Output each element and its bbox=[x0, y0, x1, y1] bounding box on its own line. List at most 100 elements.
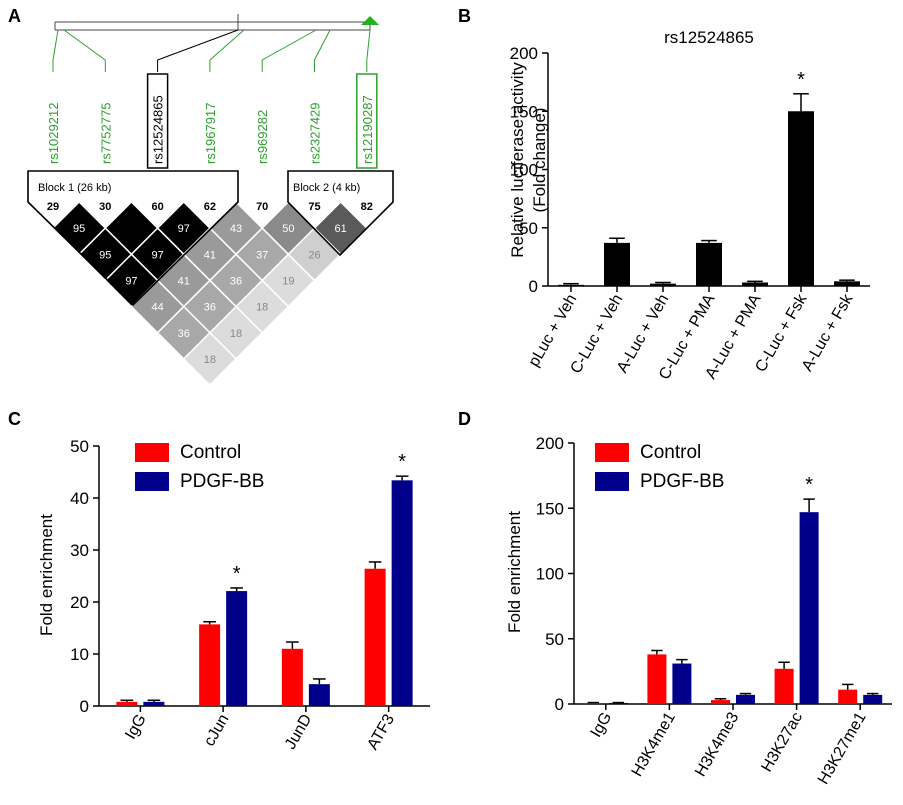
ld-value: 36 bbox=[178, 328, 190, 340]
snp-label: rs7752775 bbox=[98, 103, 113, 164]
bar bbox=[391, 480, 413, 706]
y-tick-label: 10 bbox=[70, 645, 89, 664]
snp-label: rs969282 bbox=[255, 110, 270, 164]
y-tick-label: 150 bbox=[510, 102, 538, 121]
snp-connector bbox=[261, 29, 317, 61]
snp-label: rs1029212 bbox=[46, 103, 61, 164]
legend-swatch bbox=[135, 443, 169, 462]
ld-value: 26 bbox=[308, 249, 320, 261]
ld-value: 18 bbox=[204, 354, 216, 366]
snp-label: rs1967917 bbox=[203, 103, 218, 164]
snp-connector bbox=[157, 29, 239, 61]
legend-label: PDGF-BB bbox=[180, 471, 264, 492]
bar bbox=[647, 654, 667, 704]
bar bbox=[608, 702, 628, 704]
maf-value: 82 bbox=[361, 201, 373, 213]
y-axis-label: Relative luciferase activity bbox=[508, 62, 527, 258]
bar bbox=[788, 111, 814, 286]
bar bbox=[558, 284, 584, 286]
maf-value: 75 bbox=[308, 201, 320, 213]
legend-swatch bbox=[595, 472, 629, 491]
bar bbox=[281, 648, 303, 706]
maf-value: 29 bbox=[47, 201, 59, 213]
significance-marker: * bbox=[398, 451, 406, 473]
chart-c: 0 10 20 30 40 50 Fold enrichment IgG * cJun JunD * A… bbox=[37, 437, 430, 753]
y-tick-label: 100 bbox=[510, 161, 538, 180]
ld-value: 18 bbox=[256, 302, 268, 314]
ld-value: 97 bbox=[151, 249, 163, 261]
y-tick-label: 20 bbox=[70, 593, 89, 612]
x-tick-label: H3K27ac bbox=[758, 710, 806, 776]
panel-label-b: B bbox=[458, 6, 471, 26]
y-tick-label: 200 bbox=[536, 434, 564, 453]
snp-label: rs12190287 bbox=[360, 95, 375, 164]
y-tick-label: 200 bbox=[510, 44, 538, 63]
legend-label: Control bbox=[180, 442, 241, 463]
bar bbox=[711, 700, 730, 704]
y-tick-label: 150 bbox=[536, 499, 564, 518]
chart-d: 0 50 100 150 200 Fold enrichment IgG H3K4me1 H3K… bbox=[505, 434, 892, 787]
ld-value: 95 bbox=[73, 223, 85, 235]
ld-value: 41 bbox=[178, 275, 190, 287]
significance-marker: * bbox=[233, 563, 241, 585]
ld-value: 36 bbox=[230, 275, 242, 287]
snp-connector bbox=[314, 29, 331, 61]
snp-connector bbox=[63, 29, 106, 61]
ld-value: 19 bbox=[282, 275, 294, 287]
bar bbox=[838, 689, 858, 704]
ld-value: 43 bbox=[230, 223, 242, 235]
bar bbox=[226, 591, 248, 706]
bar bbox=[308, 684, 330, 706]
ld-cell bbox=[182, 331, 238, 387]
ld-value: 44 bbox=[151, 302, 163, 314]
snp-connector bbox=[209, 29, 245, 61]
significance-marker: * bbox=[805, 474, 813, 496]
panel-label-d: D bbox=[458, 409, 471, 429]
ld-plot: rs1029212 rs7752775 rs12524865 rs1967917 rs9… bbox=[27, 14, 394, 387]
bar bbox=[736, 694, 755, 704]
bar bbox=[742, 282, 768, 286]
ld-value: 61 bbox=[335, 223, 347, 235]
ld-value: 36 bbox=[204, 302, 216, 314]
y-tick-label: 50 bbox=[519, 219, 538, 238]
y-tick-label: 50 bbox=[70, 437, 89, 456]
legend-swatch bbox=[135, 472, 169, 491]
panel-label-c: C bbox=[8, 409, 21, 429]
ld-value: 97 bbox=[178, 223, 190, 235]
bar bbox=[583, 702, 603, 704]
bar bbox=[199, 624, 221, 706]
ld-value: 95 bbox=[99, 249, 111, 261]
y-tick-label: 40 bbox=[70, 489, 89, 508]
bar bbox=[863, 694, 883, 704]
gene-marker-icon bbox=[361, 16, 379, 25]
legend-label: PDGF-BB bbox=[640, 471, 724, 492]
x-tick-label: IgG bbox=[122, 712, 150, 743]
bar bbox=[143, 701, 165, 706]
ld-value: 50 bbox=[282, 223, 294, 235]
y-tick-label: 30 bbox=[70, 541, 89, 560]
chart-title: rs12524865 bbox=[664, 28, 754, 47]
ld-value: 37 bbox=[256, 249, 268, 261]
x-tick-label: ATF3 bbox=[364, 711, 398, 752]
bar bbox=[696, 242, 722, 286]
maf-value: 60 bbox=[151, 201, 163, 213]
bar bbox=[604, 242, 630, 286]
y-tick-label: 50 bbox=[545, 630, 564, 649]
bar bbox=[834, 281, 860, 286]
x-tick-label: cJun bbox=[201, 712, 233, 750]
ld-value: 41 bbox=[204, 249, 216, 261]
y-tick-label: 0 bbox=[529, 277, 538, 296]
legend-swatch bbox=[595, 443, 629, 462]
maf-value: 62 bbox=[204, 201, 216, 213]
snp-label: rs12524865 bbox=[151, 95, 166, 164]
block-1-outline bbox=[27, 170, 239, 307]
bar bbox=[650, 283, 676, 286]
x-tick-label: H3K4me1 bbox=[629, 709, 679, 779]
y-tick-label: 0 bbox=[80, 697, 89, 716]
block-2-outline bbox=[287, 170, 394, 257]
ld-value: 97 bbox=[125, 275, 137, 287]
maf-value: 70 bbox=[256, 201, 268, 213]
block-2-label: Block 2 (4 kb) bbox=[293, 182, 360, 194]
